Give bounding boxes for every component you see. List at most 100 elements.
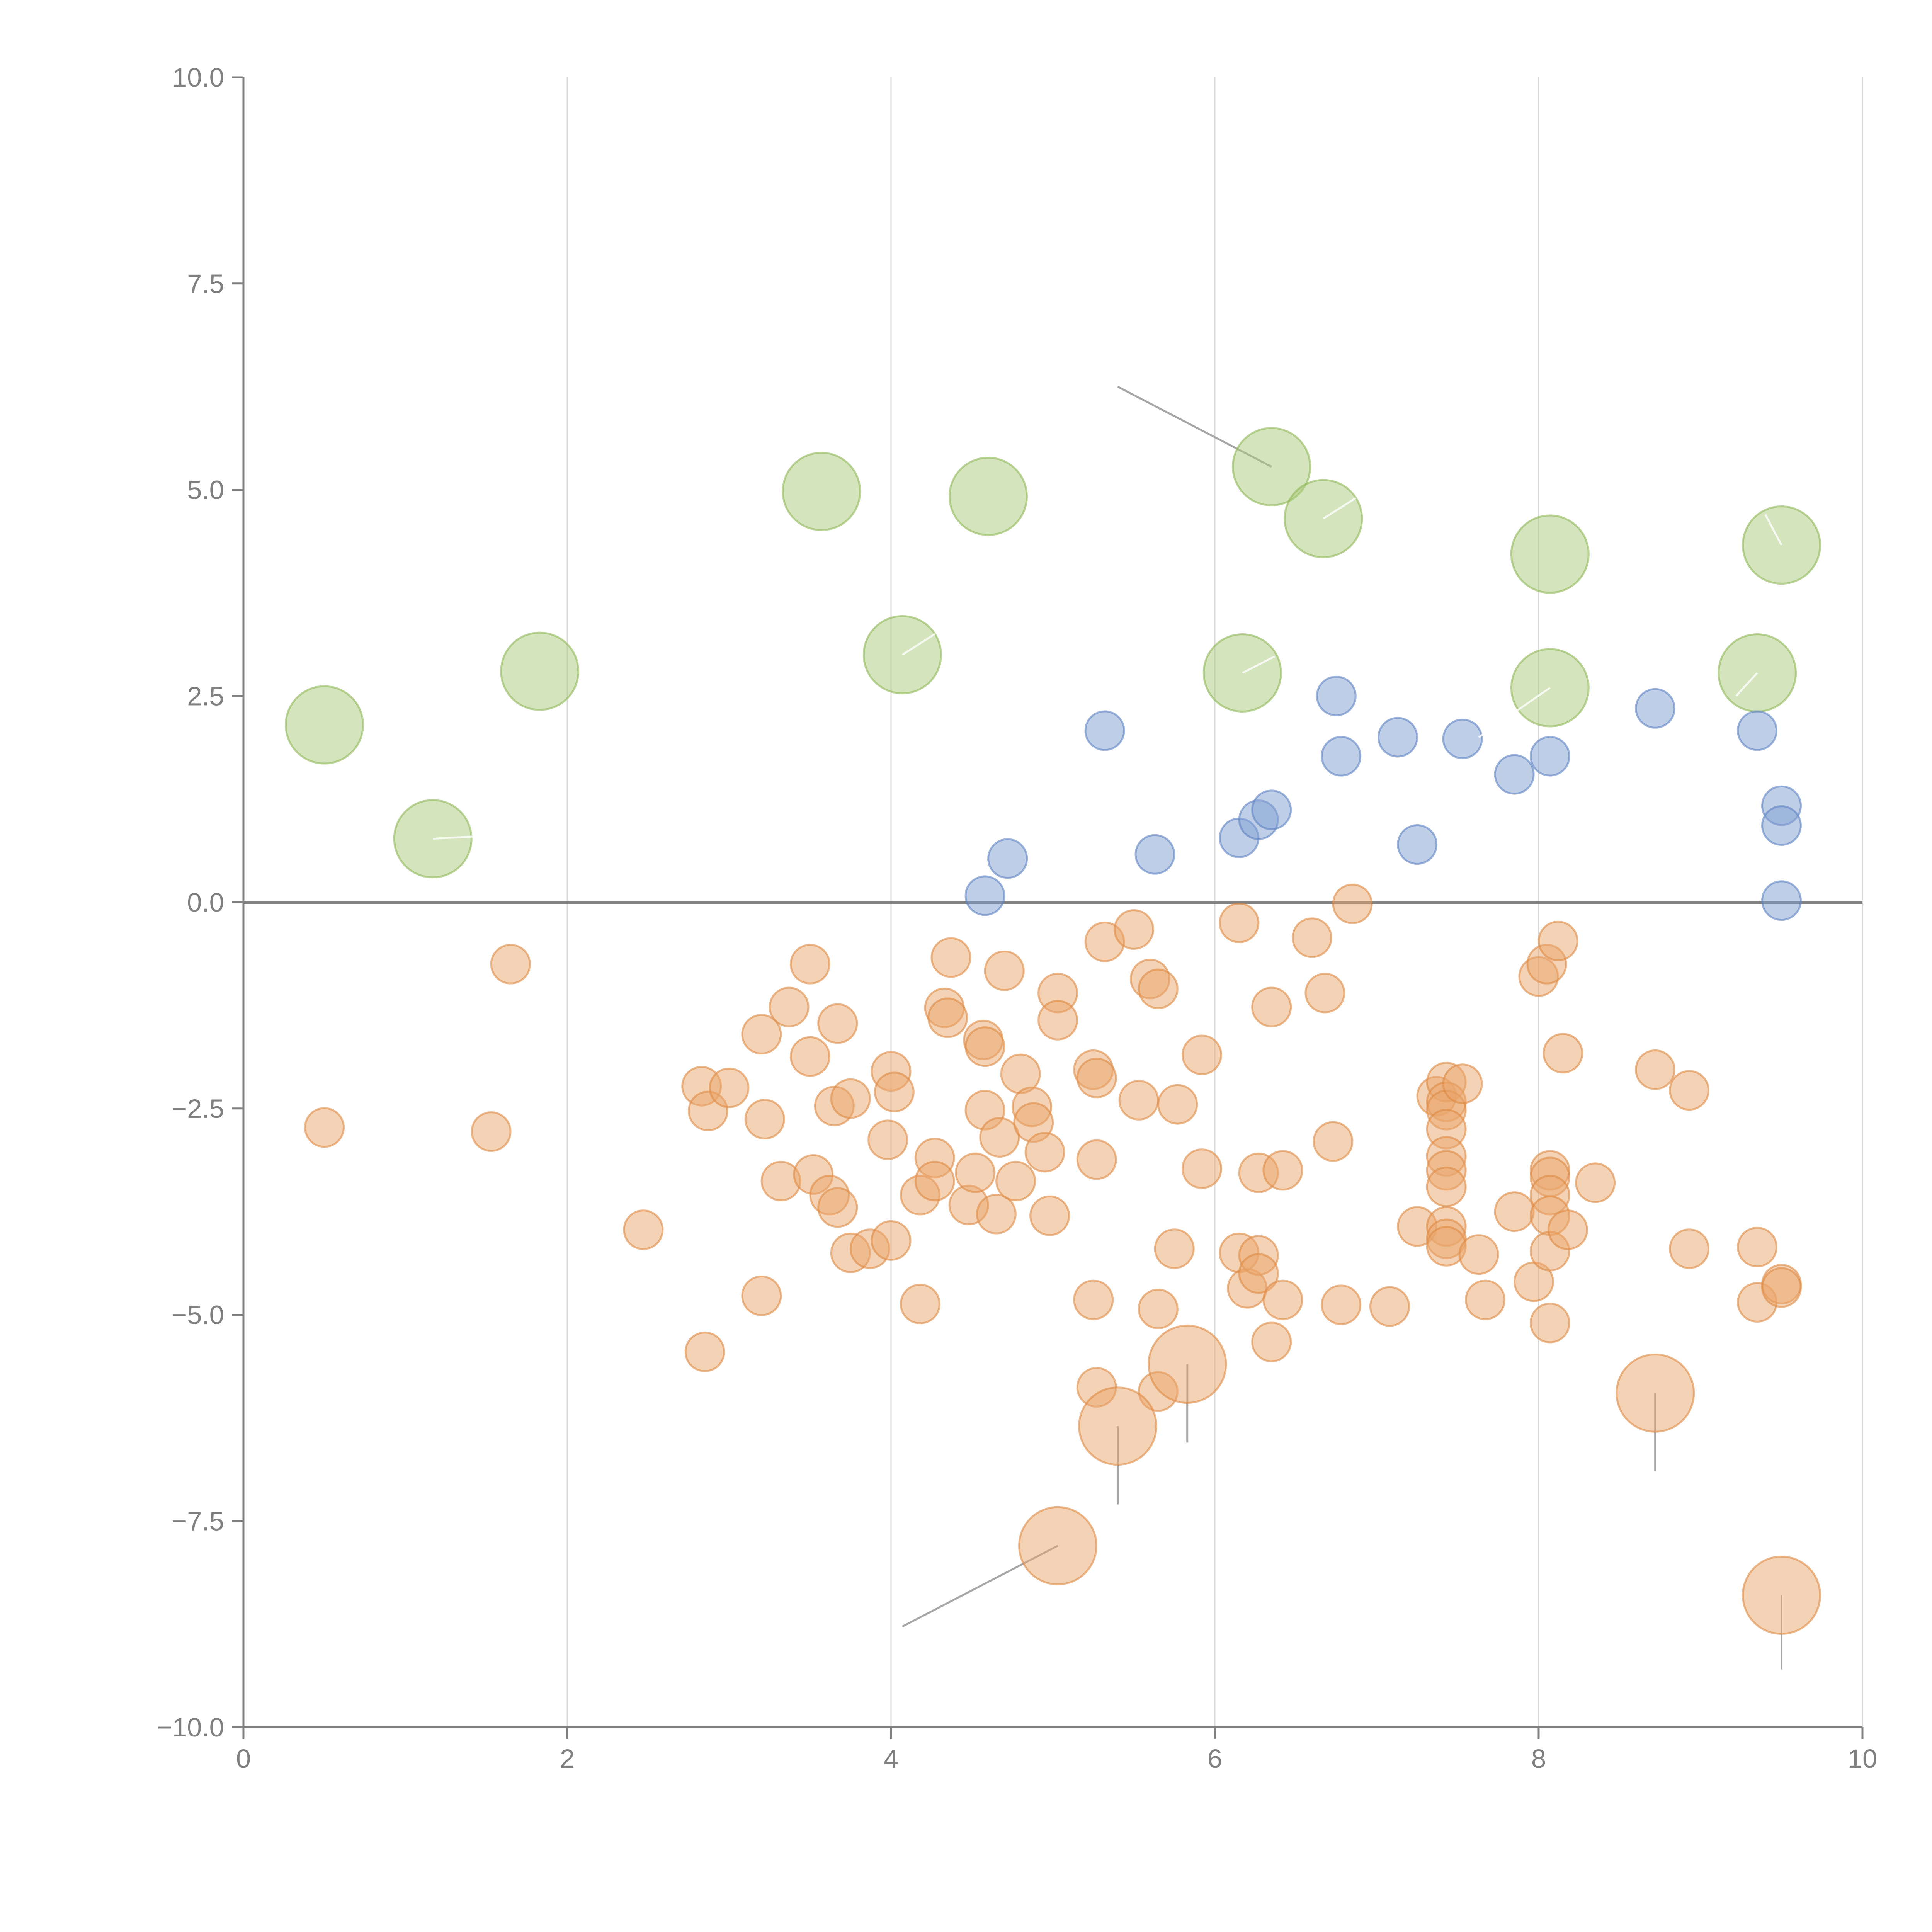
y-tick-label: −7.5 [172, 1506, 224, 1536]
point-orange [1304, 973, 1345, 1014]
point-orange-large [1616, 1353, 1695, 1433]
x-tick-label: 0 [236, 1744, 251, 1774]
x-tick-label: 2 [560, 1744, 575, 1774]
point-blue [1377, 717, 1418, 758]
point-orange [817, 1187, 858, 1228]
point-green [285, 685, 364, 765]
point-orange [930, 937, 971, 978]
point-orange [471, 1111, 512, 1152]
point-orange [979, 1117, 1020, 1158]
x-tick-label: 8 [1531, 1744, 1546, 1774]
point-orange [1543, 1033, 1583, 1074]
y-tick-label: −2.5 [172, 1094, 224, 1124]
point-orange [984, 950, 1025, 991]
point-orange [1737, 1226, 1778, 1267]
y-tick-label: 2.5 [187, 681, 224, 711]
point-orange [1251, 986, 1292, 1027]
point-orange-large [1078, 1386, 1158, 1466]
point-orange [790, 944, 830, 985]
point-blue [964, 875, 1005, 916]
point-green [1510, 514, 1590, 594]
point-orange [744, 1099, 785, 1140]
point-orange [1458, 1234, 1499, 1275]
point-orange [1537, 920, 1578, 961]
annotation-leader [1764, 514, 1782, 546]
point-orange [830, 1078, 871, 1119]
point-blue [1442, 718, 1483, 759]
point-orange [964, 1026, 1005, 1067]
point-orange [1037, 1000, 1078, 1041]
point-orange [709, 1067, 750, 1108]
point-orange [995, 1161, 1036, 1202]
point-orange [1114, 909, 1154, 950]
y-tick-label: −10.0 [156, 1713, 224, 1742]
point-orange [1547, 1209, 1588, 1250]
point-orange [1219, 902, 1260, 943]
point-orange [1181, 1148, 1222, 1189]
point-orange [790, 1036, 830, 1077]
annotation-leader [433, 835, 478, 840]
point-green [1232, 427, 1311, 507]
point-orange [900, 1284, 940, 1325]
point-orange [1118, 1080, 1159, 1121]
point-orange [1494, 1191, 1535, 1232]
point-orange [769, 986, 810, 1027]
point-orange [867, 1119, 908, 1160]
point-blue [1321, 736, 1362, 777]
point-orange [304, 1107, 345, 1148]
point-orange [1369, 1286, 1410, 1327]
annotation-leader [901, 633, 935, 656]
point-orange [914, 1161, 955, 1202]
annotation-leaders [902, 386, 1782, 1670]
point-orange [1426, 1167, 1467, 1208]
point-blue [1761, 805, 1802, 846]
series-green [285, 427, 1821, 879]
y-tick-label: 0.0 [187, 888, 224, 917]
point-orange [1332, 883, 1373, 924]
point-green [782, 452, 861, 531]
point-orange [1076, 1139, 1117, 1180]
axes: −10.0 −7.5 −5.0 −2.5 0.0 2.5 5.0 7.5 10.0 0 2 4 6 8 10 [156, 63, 1877, 1774]
y-tick-label: 10.0 [172, 63, 224, 92]
series-orange [304, 883, 1802, 1412]
point-orange [1138, 968, 1179, 1009]
point-orange [1024, 1132, 1065, 1173]
point-blue [1316, 675, 1357, 716]
x-tick-label: 6 [1208, 1744, 1222, 1774]
point-orange [976, 1194, 1017, 1235]
point-orange [1029, 1195, 1070, 1236]
point-orange [1138, 1289, 1179, 1330]
point-orange [927, 997, 968, 1038]
point-green [500, 631, 580, 711]
x-tick-label: 10 [1848, 1744, 1878, 1774]
annotation-leader [1735, 672, 1758, 697]
y-tick-label: −5.0 [172, 1300, 224, 1330]
point-orange [1073, 1279, 1114, 1320]
point-green [948, 457, 1028, 536]
point-blue [1397, 824, 1438, 865]
point-orange [1157, 1084, 1198, 1125]
x-tick-label: 4 [884, 1744, 898, 1774]
point-orange [871, 1220, 912, 1261]
annotation-leader [1242, 655, 1276, 674]
point-orange [1442, 1063, 1483, 1104]
point-orange [1465, 1279, 1506, 1320]
point-orange [1262, 1150, 1303, 1191]
annotation-leader [1478, 687, 1551, 738]
point-blue [1134, 834, 1175, 875]
data-points [285, 427, 1821, 1635]
point-orange [1262, 1279, 1303, 1320]
point-orange-large [1018, 1506, 1098, 1585]
point-orange [1251, 1321, 1292, 1362]
point-orange [1291, 917, 1332, 958]
point-blue [987, 838, 1028, 879]
point-orange [1076, 1058, 1117, 1099]
point-blue [1635, 688, 1676, 729]
point-orange [1669, 1228, 1710, 1269]
point-orange [817, 1003, 858, 1044]
point-orange [1181, 1034, 1222, 1075]
point-orange [1635, 1049, 1676, 1090]
point-orange [741, 1014, 782, 1055]
point-orange [1761, 1267, 1802, 1308]
